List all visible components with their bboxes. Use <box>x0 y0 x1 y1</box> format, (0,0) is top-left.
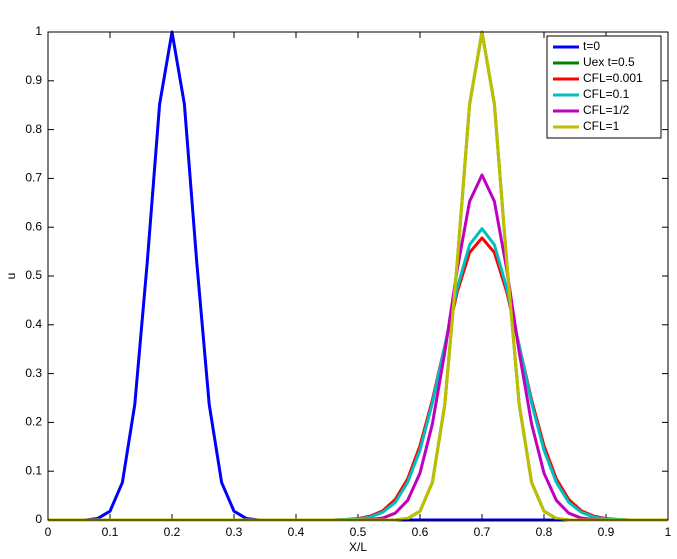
x-tick-label: 0.6 <box>412 525 429 539</box>
y-tick-label: 0.4 <box>25 317 42 331</box>
legend-box <box>546 35 662 139</box>
y-tick-label: 0.5 <box>25 268 42 282</box>
plot-frame <box>47 31 669 521</box>
y-tick-label: 0 <box>35 512 42 526</box>
y-tick-label: 0.9 <box>25 73 42 87</box>
y-tick-label: 0.3 <box>25 366 42 380</box>
y-tick-label: 0.8 <box>25 122 42 136</box>
y-axis-label: u <box>4 273 18 280</box>
legend-label: CFL=0.001 <box>583 71 643 85</box>
x-tick-label: 0.8 <box>536 525 553 539</box>
x-axis-label: X/L <box>349 540 367 554</box>
legend-label: t=0 <box>583 39 600 53</box>
x-tick-label: 0.9 <box>598 525 615 539</box>
y-tick-label: 0.6 <box>25 219 42 233</box>
legend-label: Uex t=0.5 <box>583 55 635 69</box>
y-tick-label: 0.7 <box>25 171 42 185</box>
y-tick-label: 0.2 <box>25 415 42 429</box>
legend-label: CFL=0.1 <box>583 87 630 101</box>
x-tick-label: 0.7 <box>474 525 491 539</box>
legend-label: CFL=1/2 <box>583 103 630 117</box>
x-tick-label: 0.2 <box>164 525 181 539</box>
y-tick-label: 1 <box>35 24 42 38</box>
x-tick-label: 0 <box>45 525 52 539</box>
x-tick-label: 0.1 <box>102 525 119 539</box>
legend-label: CFL=1 <box>583 119 620 133</box>
y-tick-label: 0.1 <box>25 463 42 477</box>
x-tick-label: 1 <box>665 525 672 539</box>
x-tick-label: 0.3 <box>226 525 243 539</box>
x-tick-label: 0.4 <box>288 525 305 539</box>
x-tick-label: 0.5 <box>350 525 367 539</box>
